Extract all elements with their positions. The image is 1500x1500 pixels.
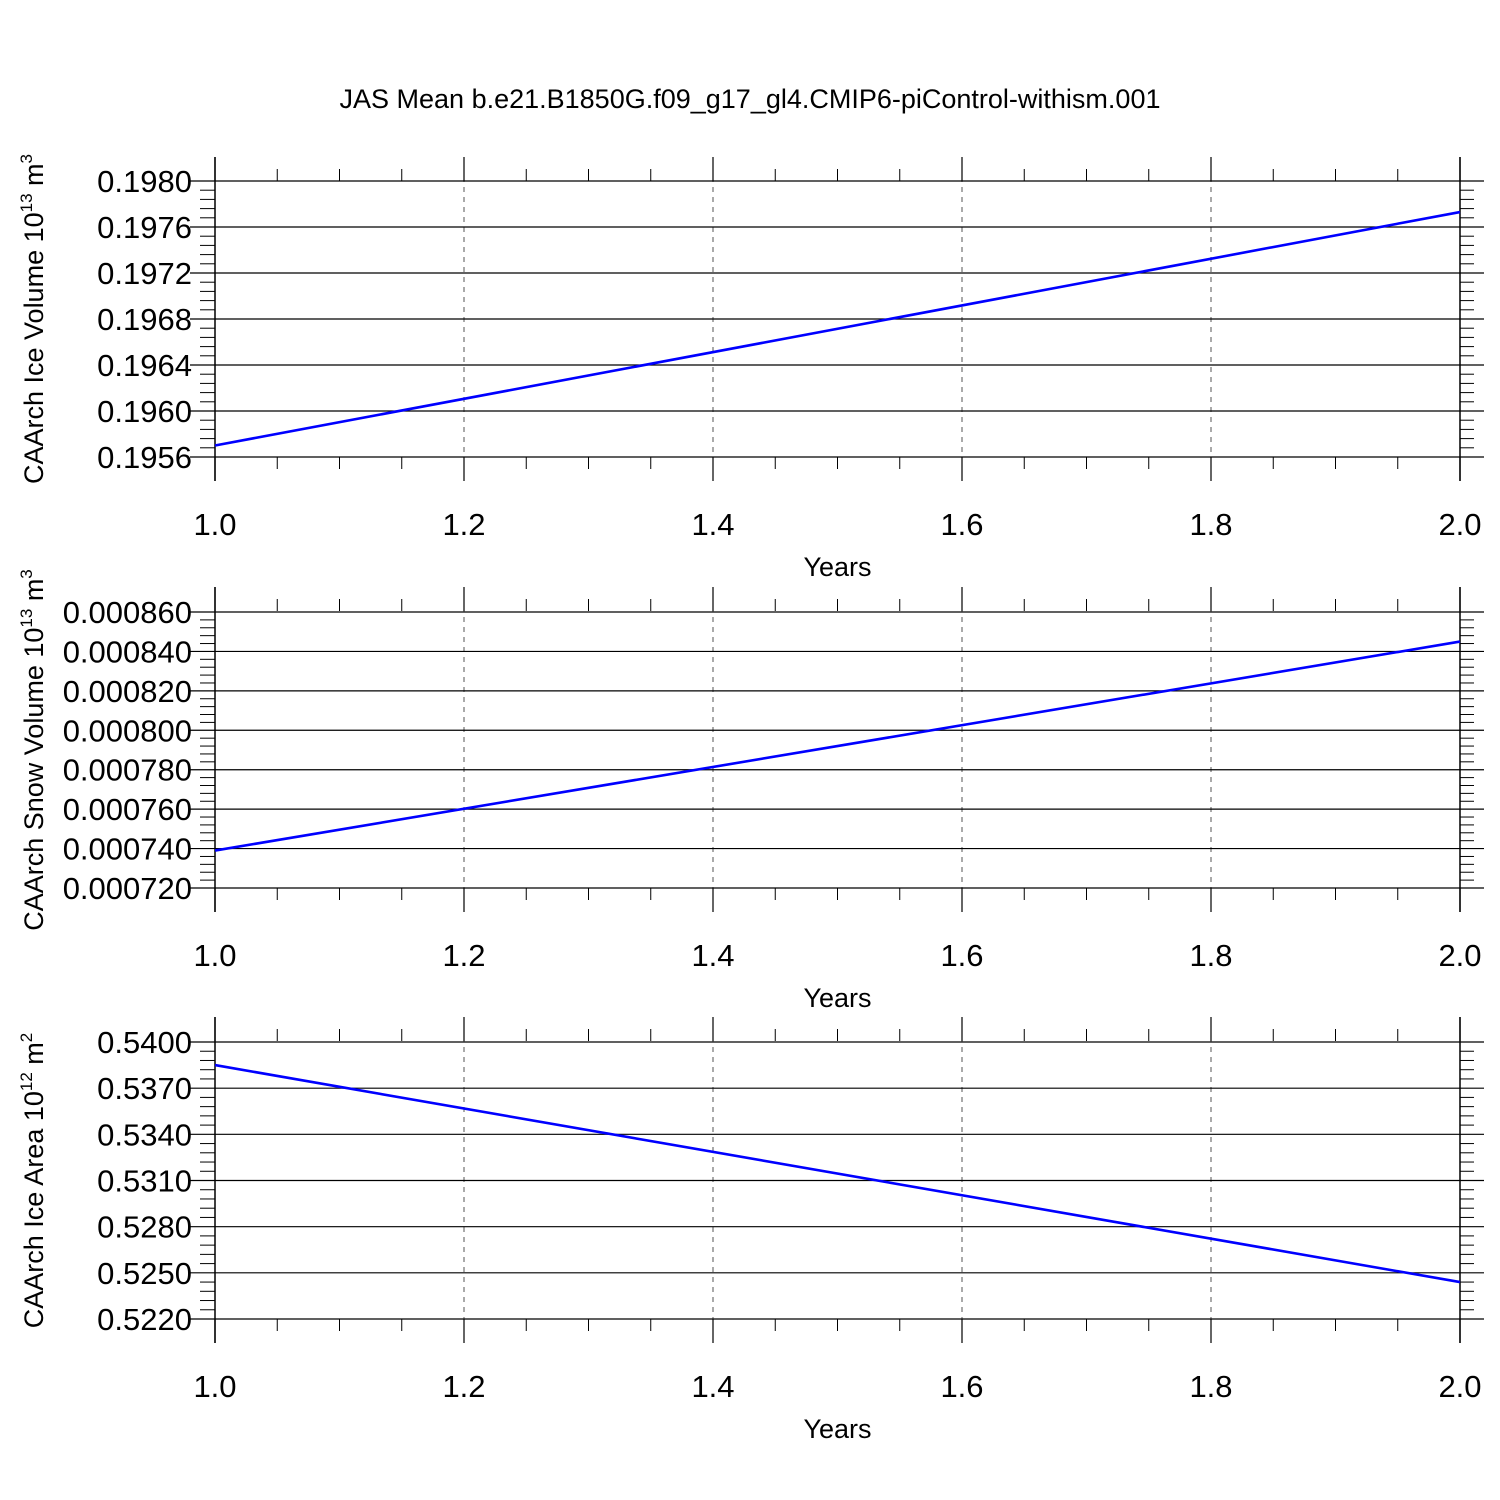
y-tick-label: 0.5250: [97, 1256, 192, 1291]
x-tick-label: 1.0: [193, 938, 236, 973]
y-tick-label: 0.5310: [97, 1164, 192, 1199]
y-tick-label: 0.000800: [63, 713, 192, 748]
chart-title: JAS Mean b.e21.B1850G.f09_g17_gl4.CMIP6-…: [340, 84, 1161, 114]
x-tick-label: 1.4: [691, 1369, 734, 1404]
y-axis-label-unit-exponent: 3: [17, 569, 36, 578]
y-tick-label: 0.000860: [63, 595, 192, 630]
y-tick-label: 0.1956: [97, 440, 192, 475]
y-tick-label: 0.1976: [97, 210, 192, 245]
y-tick-label: 0.000840: [63, 634, 192, 669]
y-axis-label-unit: m: [19, 163, 49, 193]
chart-panel-1: 0.1956 0.1960 0.1964 0.1968 0.1972 0.1976 0.19…: [17, 154, 1484, 582]
y-axis-label-text: CAArch Snow Volume 10: [19, 628, 49, 931]
y-tick-label: 0.5220: [97, 1302, 192, 1337]
x-axis-label: Years: [803, 1414, 871, 1444]
y-tick-label: 0.5280: [97, 1210, 192, 1245]
y-axis-label-unit: m: [19, 1042, 49, 1072]
y-axis-label-unit-exponent: 3: [17, 154, 36, 163]
x-tick-label: 1.0: [193, 507, 236, 542]
y-tick-label: 0.1980: [97, 164, 192, 199]
y-axis-label-unit-exponent: 2: [17, 1033, 36, 1042]
x-tick-label: 2.0: [1438, 507, 1481, 542]
y-axis-label: CAArch Ice Area 1012 m2: [17, 1033, 49, 1329]
x-tick-label: 1.8: [1189, 1369, 1232, 1404]
y-tick-label: 0.1964: [97, 348, 192, 383]
x-tick-label: 1.6: [940, 1369, 983, 1404]
x-tick-label: 1.6: [940, 938, 983, 973]
x-tick-label: 1.2: [442, 938, 485, 973]
y-axis-label-exponent: 13: [17, 193, 36, 212]
x-tick-label: 2.0: [1438, 1369, 1481, 1404]
y-tick-label: 0.000760: [63, 792, 192, 827]
y-axis-label: CAArch Snow Volume 1013 m3: [17, 569, 49, 931]
x-tick-label: 1.2: [442, 1369, 485, 1404]
y-tick-label: 0.1972: [97, 256, 192, 291]
x-axis-label: Years: [803, 552, 871, 582]
y-tick-label: 0.5400: [97, 1025, 192, 1060]
x-tick-label: 1.8: [1189, 507, 1232, 542]
y-axis-label-text: CAArch Ice Area 10: [19, 1091, 49, 1328]
y-axis-label-exponent: 12: [17, 1072, 36, 1091]
y-axis-label-text: CAArch Ice Volume 10: [19, 212, 49, 484]
series-line: [214, 210, 1461, 447]
y-tick-label: 0.1968: [97, 302, 192, 337]
chart-panel-2: 0.000720 0.000740 0.000760 0.000780 0.000800…: [17, 569, 1484, 1013]
y-tick-label: 0.000740: [63, 832, 192, 867]
y-tick-label: 0.5370: [97, 1071, 192, 1106]
x-tick-label: 1.0: [193, 1369, 236, 1404]
y-axis-label-unit: m: [19, 579, 49, 609]
x-tick-label: 1.6: [940, 507, 983, 542]
chart-panel-3: 0.5220 0.5250 0.5280 0.5310 0.5340 0.5370 0.54…: [17, 1017, 1484, 1444]
y-axis-label-exponent: 13: [17, 609, 36, 628]
series-line: [214, 1063, 1461, 1284]
y-tick-label: 0.5340: [97, 1117, 192, 1152]
y-axis-label: CAArch Ice Volume 1013 m3: [17, 154, 49, 484]
x-tick-label: 1.8: [1189, 938, 1232, 973]
x-tick-label: 1.2: [442, 507, 485, 542]
x-tick-label: 2.0: [1438, 938, 1481, 973]
x-axis-label: Years: [803, 983, 871, 1013]
y-tick-label: 0.000780: [63, 753, 192, 788]
y-tick-label: 0.000820: [63, 674, 192, 709]
x-tick-label: 1.4: [691, 938, 734, 973]
x-tick-label: 1.4: [691, 507, 734, 542]
series-line: [214, 640, 1461, 852]
y-tick-label: 0.000720: [63, 871, 192, 906]
y-tick-label: 0.1960: [97, 394, 192, 429]
